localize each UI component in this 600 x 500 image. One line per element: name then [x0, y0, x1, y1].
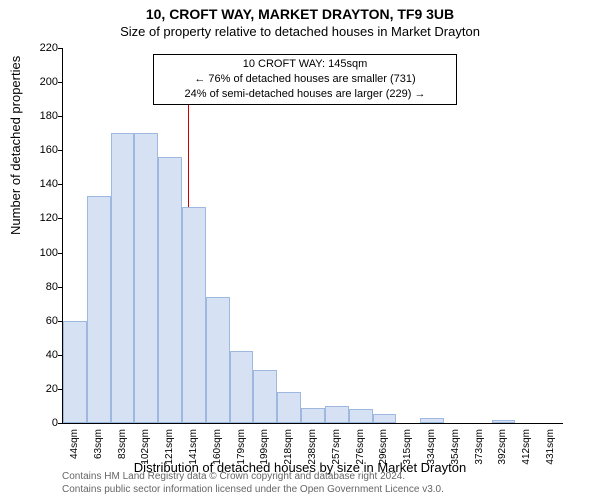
annotation-box: 10 CROFT WAY: 145sqm ← 76% of detached h… [153, 54, 457, 105]
histogram-bar [301, 408, 325, 423]
y-axis-label: Number of detached properties [8, 56, 23, 235]
annotation-line-1: 10 CROFT WAY: 145sqm [160, 57, 450, 72]
x-tick-label: 160sqm [212, 429, 223, 465]
x-tick-label: 63sqm [93, 429, 104, 459]
y-tick-label: 120 [28, 212, 58, 224]
x-tick-label: 276sqm [355, 429, 366, 465]
x-tick-label: 44sqm [69, 429, 80, 459]
y-tick-label: 140 [28, 178, 58, 190]
y-tick-label: 20 [28, 383, 58, 395]
x-tick-label: 199sqm [259, 429, 270, 465]
histogram-bar [63, 321, 87, 423]
chart-subtitle: Size of property relative to detached ho… [0, 22, 600, 39]
y-tick-label: 40 [28, 349, 58, 361]
x-tick-label: 141sqm [188, 429, 199, 465]
x-tick-label: 102sqm [140, 429, 151, 465]
histogram-bar [325, 406, 349, 423]
y-tick-label: 80 [28, 281, 58, 293]
histogram-bar [158, 157, 182, 423]
histogram-bar [373, 414, 397, 423]
x-tick-label: 83sqm [117, 429, 128, 459]
histogram-bar [134, 133, 158, 423]
x-tick-label: 179sqm [236, 429, 247, 465]
x-tick-label: 334sqm [426, 429, 437, 465]
x-tick-label: 412sqm [521, 429, 532, 465]
annotation-line-3: 24% of semi-detached houses are larger (… [160, 87, 450, 102]
y-tick-label: 160 [28, 144, 58, 156]
x-tick-label: 257sqm [331, 429, 342, 465]
credit-text: Contains HM Land Registry data © Crown c… [62, 471, 444, 496]
y-tick-label: 60 [28, 315, 58, 327]
y-tick-label: 220 [28, 42, 58, 54]
x-tick-label: 392sqm [497, 429, 508, 465]
x-tick-label: 354sqm [450, 429, 461, 465]
x-tick-label: 296sqm [378, 429, 389, 465]
x-tick-label: 315sqm [402, 429, 413, 465]
y-tick-label: 200 [28, 76, 58, 88]
histogram-bar [253, 370, 277, 423]
credit-line-2: Contains public sector information licen… [62, 484, 444, 497]
x-tick-label: 218sqm [283, 429, 294, 465]
histogram-bar [111, 133, 135, 423]
histogram-bar [349, 409, 373, 423]
x-tick-label: 238sqm [307, 429, 318, 465]
histogram-bar [420, 418, 444, 423]
y-tick-label: 100 [28, 247, 58, 259]
x-tick-label: 373sqm [474, 429, 485, 465]
x-tick-label: 431sqm [545, 429, 556, 465]
histogram-bar [206, 297, 230, 423]
credit-line-1: Contains HM Land Registry data © Crown c… [62, 471, 444, 484]
chart-title: 10, CROFT WAY, MARKET DRAYTON, TF9 3UB [0, 0, 600, 22]
y-tick-label: 180 [28, 110, 58, 122]
x-tick-label: 121sqm [164, 429, 175, 465]
histogram-bar [182, 207, 206, 423]
annotation-line-2: ← 76% of detached houses are smaller (73… [160, 72, 450, 87]
plot-area: 10 CROFT WAY: 145sqm ← 76% of detached h… [62, 48, 563, 424]
y-tick-label: 0 [28, 417, 58, 429]
histogram-bar [230, 351, 254, 423]
histogram-bar [492, 420, 516, 423]
histogram-bar [87, 196, 111, 423]
histogram-bar [277, 392, 301, 423]
